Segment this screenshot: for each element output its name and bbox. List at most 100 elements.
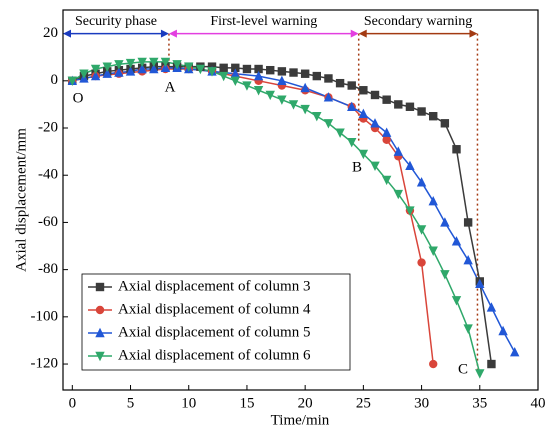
phase-label: Secondary warning — [364, 14, 472, 29]
marker — [475, 369, 485, 379]
marker — [242, 81, 252, 91]
marker — [335, 78, 345, 88]
marker — [253, 86, 264, 96]
marker — [160, 57, 171, 68]
marker — [347, 81, 356, 90]
marker — [452, 145, 461, 154]
marker — [370, 161, 380, 171]
marker — [417, 258, 426, 267]
marker — [266, 65, 275, 75]
marker — [218, 71, 229, 82]
marker — [312, 71, 321, 81]
marker — [102, 68, 112, 78]
y-tick-label: -100 — [31, 308, 59, 324]
y-tick-label: 20 — [43, 25, 58, 41]
marker — [312, 112, 322, 122]
marker — [416, 177, 427, 187]
marker — [440, 119, 450, 128]
marker — [487, 359, 496, 369]
y-tick-label: -60 — [38, 214, 58, 230]
marker — [347, 101, 357, 111]
marker — [300, 104, 310, 115]
marker — [359, 86, 368, 95]
marker — [381, 127, 392, 137]
plot-frame — [62, 9, 539, 391]
y-tick-label: -40 — [38, 167, 58, 183]
marker — [463, 254, 473, 265]
arrow-head — [63, 29, 71, 38]
marker — [382, 95, 391, 104]
marker — [102, 62, 112, 72]
y-tick-label: -20 — [38, 119, 58, 135]
x-tick-label: 35 — [472, 395, 487, 411]
marker — [219, 63, 228, 73]
legend-marker — [95, 282, 105, 292]
point-label: A — [165, 79, 176, 95]
x-tick-label: 40 — [531, 395, 546, 411]
marker — [125, 58, 136, 69]
marker — [277, 75, 287, 86]
marker — [393, 189, 403, 200]
marker — [324, 74, 333, 83]
y-axis-label: Axial displacement/mm — [13, 128, 29, 272]
marker — [184, 62, 194, 72]
point-label: B — [352, 159, 362, 175]
marker — [300, 82, 310, 93]
point-label: O — [73, 90, 84, 106]
marker — [463, 218, 473, 227]
marker — [125, 66, 136, 76]
marker — [358, 149, 369, 160]
marker — [417, 107, 426, 116]
point-label: C — [458, 361, 468, 377]
marker — [440, 270, 450, 280]
marker — [428, 246, 438, 256]
marker — [137, 57, 147, 68]
marker — [300, 69, 310, 78]
marker — [323, 119, 334, 129]
x-tick-label: 10 — [181, 395, 196, 411]
y-tick-label: -120 — [31, 355, 59, 371]
marker — [382, 135, 391, 145]
marker — [114, 60, 124, 70]
marker — [207, 67, 217, 77]
arrow-head — [350, 29, 359, 38]
x-tick-label: 30 — [414, 395, 429, 411]
legend-marker — [95, 351, 105, 362]
marker — [451, 236, 462, 246]
marker — [79, 69, 89, 79]
legend-marker — [95, 305, 105, 315]
marker — [254, 64, 263, 74]
marker — [90, 70, 101, 81]
marker — [440, 217, 450, 227]
x-tick-label: 15 — [239, 395, 254, 411]
marker — [451, 296, 462, 306]
marker — [498, 325, 508, 336]
marker — [405, 160, 415, 170]
marker — [172, 60, 182, 70]
marker — [230, 68, 241, 78]
marker — [370, 118, 380, 128]
marker — [160, 62, 171, 73]
x-tick-label: 25 — [356, 395, 371, 411]
marker — [114, 67, 124, 77]
marker — [428, 195, 438, 206]
marker — [277, 95, 287, 105]
marker — [195, 64, 206, 75]
legend-label: Axial displacement of column 5 — [118, 324, 310, 340]
legend-box — [81, 273, 351, 371]
x-tick-label: 0 — [69, 395, 77, 411]
marker — [510, 347, 520, 357]
marker — [242, 64, 252, 74]
arrow-head — [168, 29, 177, 38]
marker — [475, 278, 485, 288]
phase-label: First-level warning — [210, 14, 317, 29]
marker — [416, 225, 427, 235]
x-tick-label: 20 — [298, 395, 313, 411]
legend-label: Axial displacement of column 4 — [118, 301, 311, 317]
marker — [253, 70, 264, 81]
marker — [277, 67, 287, 76]
marker — [486, 302, 497, 312]
marker — [149, 63, 159, 74]
marker — [265, 90, 275, 101]
marker — [67, 76, 78, 87]
